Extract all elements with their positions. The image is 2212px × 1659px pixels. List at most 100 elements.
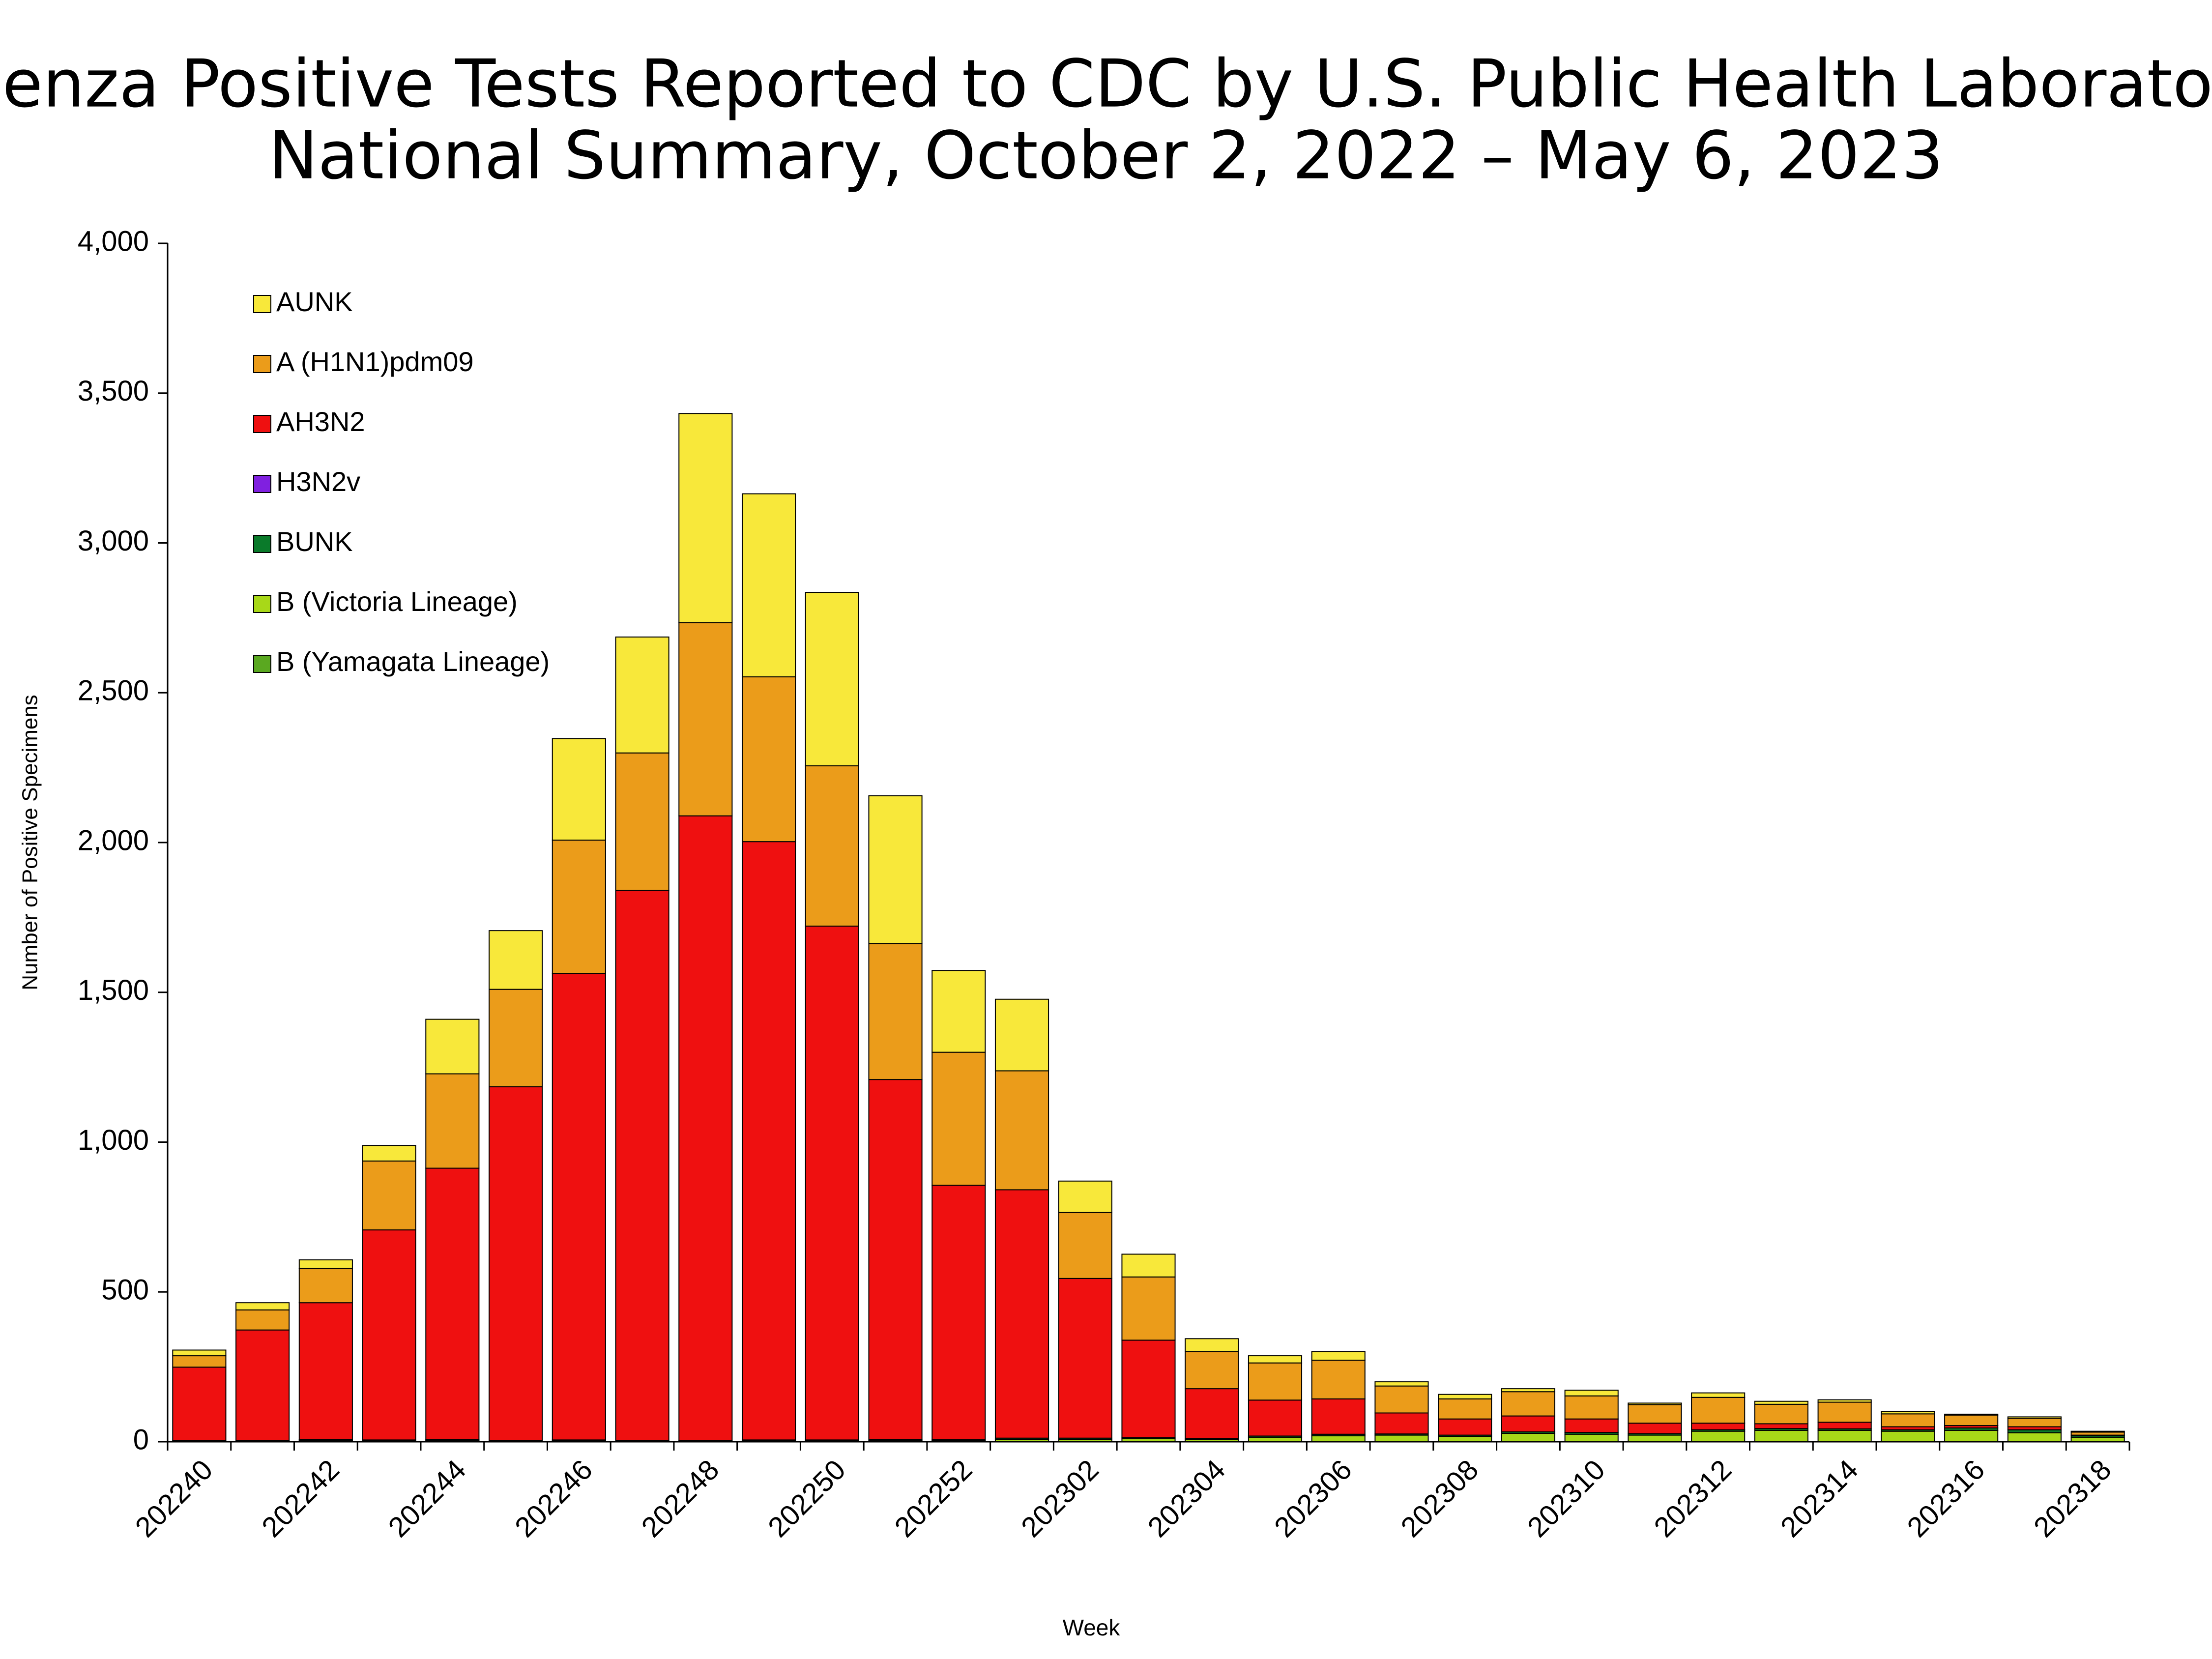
bar-segment [805,765,859,927]
y-tick-label: 2,000 [78,824,149,856]
bar-segment [1817,1429,1872,1443]
chart-subtitle: National Summary, October 2, 2022 – May … [268,117,1943,194]
bar-segment [1374,1412,1429,1435]
x-axis-label: Week [1063,1615,1121,1640]
legend-swatch [253,655,271,673]
bar-segment [298,1268,353,1304]
y-tick-label: 2,500 [78,675,149,707]
bar-segment [615,636,669,754]
bar-segment [489,1086,543,1441]
bar-segment [1944,1413,1999,1416]
bar-segment [1628,1402,1682,1405]
bar-segment [1628,1434,1682,1443]
bar-segment [2070,1430,2125,1433]
bar-segment [552,840,606,974]
legend-swatch [253,595,271,613]
bar-segment [1311,1360,1366,1399]
legend-label: B (Yamagata Lineage) [276,646,550,677]
bar-segment [1691,1397,1746,1424]
bar-segment [1944,1414,1999,1426]
bar-segment [1564,1395,1619,1420]
bar-segment [489,930,543,990]
bar-segment [235,1302,290,1310]
bar-segment [678,413,733,623]
bar-segment [1564,1433,1619,1442]
bar-segment [1121,1339,1176,1438]
bar-segment [1501,1388,1556,1393]
bar-segment [1881,1430,1935,1442]
bar-segment [1944,1429,1999,1443]
bar-segment [1501,1432,1556,1443]
bar-segment [425,1073,480,1169]
bar-segment [1311,1435,1366,1443]
bar-segment [362,1160,416,1231]
bar-segment [1754,1400,1808,1405]
bar-segment [1311,1398,1366,1435]
y-tick-label: 3,000 [78,525,149,557]
legend-swatch [253,355,271,373]
bar-segment [1754,1429,1808,1443]
bar-segment [362,1145,416,1162]
bar-segment [994,998,1049,1072]
bar-segment [1754,1403,1808,1425]
bar-segment [1185,1338,1239,1352]
bar-segment [1691,1423,1746,1430]
bar-segment [678,815,733,1441]
y-tick-label: 3,500 [78,375,149,407]
bar-segment [1691,1392,1746,1398]
bar-segment [362,1229,416,1441]
bar-segment [2007,1416,2062,1419]
y-axis-label: Number of Positive Specimens [18,695,42,990]
bar-segment [489,989,543,1087]
bar-segment [1817,1399,1872,1403]
bar-segment [1501,1391,1556,1417]
bar-segment [868,943,923,1080]
bar-segment [1501,1415,1556,1432]
bar-segment [1564,1418,1619,1433]
y-tick-label: 1,000 [78,1124,149,1156]
bar-segment [1564,1390,1619,1397]
bar-segment [298,1259,353,1269]
bar-segment [1248,1362,1303,1401]
bar-segment [1817,1422,1872,1429]
bar-segment [1691,1430,1746,1442]
legend-label: H3N2v [276,466,360,497]
bar-segment [235,1309,290,1331]
y-tick-label: 0 [133,1424,149,1455]
bar-segment [425,1019,480,1075]
y-tick-label: 1,500 [78,974,149,1006]
bar-segment [741,493,796,677]
bar-segment [1374,1434,1429,1443]
bar-segment [1374,1381,1429,1387]
bar-segment [868,795,923,944]
bar-segment [1058,1212,1112,1279]
bar-segment [805,926,859,1441]
bar-segment [1438,1436,1492,1443]
bar-segment [931,970,986,1053]
legend-label: BUNK [276,526,353,557]
bar-segment [1121,1253,1176,1278]
bar-segment [1121,1276,1176,1341]
bar-segment [994,1070,1049,1191]
bar-segment [868,1079,923,1440]
bar-segment [235,1329,290,1441]
bar-segment [1754,1423,1808,1429]
bar-segment [1058,1278,1112,1439]
bar-segment [931,1051,986,1186]
bar-segment [678,622,733,816]
bar-segment [1628,1423,1682,1434]
bar-segment [1438,1394,1492,1399]
legend-label: A (H1N1)pdm09 [276,346,474,377]
bar-segment [615,890,669,1441]
bar-segment [805,592,859,766]
bar-segment [741,676,796,843]
bar-segment [552,738,606,841]
bar-segment [298,1302,353,1440]
bar-segment [1185,1351,1239,1390]
bar-segment [172,1355,227,1368]
chart-title: Influenza Positive Tests Reported to CDC… [0,46,2212,122]
legend-swatch [253,415,271,433]
bar-segment [2007,1432,2062,1443]
bar-segment [1185,1388,1239,1439]
